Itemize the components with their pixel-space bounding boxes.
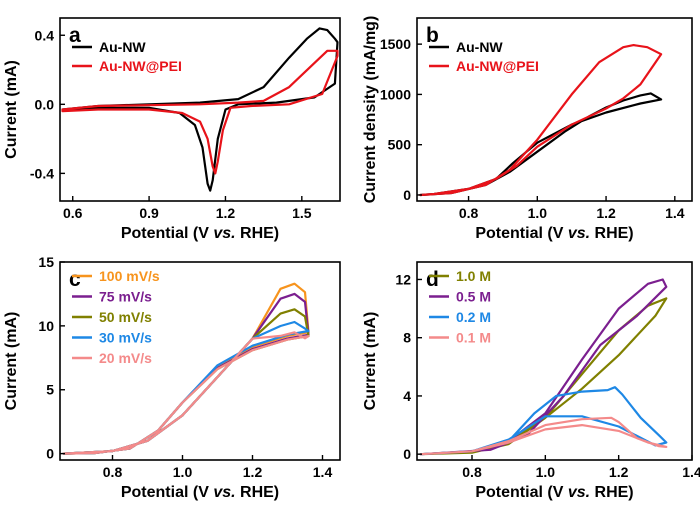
legend-entry: 30 mV/s [99, 330, 152, 346]
x-tick-label: 1.0 [528, 205, 548, 221]
axes-frame-d [416, 261, 693, 461]
panel-label: b [426, 24, 439, 47]
legend-b: Au-NW Au-NW@PEI [429, 39, 539, 74]
series-line-0-5-m [419, 278, 668, 456]
x-tick-label: 0.8 [459, 205, 479, 221]
legend-entry: 75 mV/s [99, 289, 152, 305]
x-tick-label: 1.2 [243, 464, 263, 480]
x-axis-label: Potential (V vs. RHE) [121, 225, 279, 242]
legend-entry: Au-NW@PEI [456, 58, 539, 74]
legend-c: 100 mV/s 75 mV/s 50 mV/s 30 mV/s 20 mV/s [72, 268, 160, 366]
y-tick-label: 10 [38, 318, 54, 334]
series-line-20-mv-s [62, 331, 310, 455]
y-tick-label: 15 [38, 254, 54, 270]
y-tick-label: 8 [403, 330, 411, 346]
x-axis-label: Potential (V vs. RHE) [121, 484, 279, 501]
panel-c: 0.8 1.0 1.2 1.4 0 5 10 15 Potential (V vs. RHE) C… [3, 254, 341, 501]
legend-entry: 0.5 M [456, 289, 491, 305]
legend-a: Au-NW Au-NW@PEI [72, 39, 182, 74]
series-line-0-2-m [419, 386, 668, 456]
y-tick-label: 0.4 [35, 27, 55, 43]
x-tick-label: 0.6 [63, 205, 83, 221]
legend-d: 1.0 M 0.5 M 0.2 M 0.1 M [429, 268, 491, 346]
legend-entry: Au-NW@PEI [99, 58, 182, 74]
y-tick-label: 0.0 [35, 96, 55, 112]
x-axis-label: Potential (V vs. RHE) [475, 484, 633, 501]
y-axis-label: Current (mA) [3, 60, 20, 159]
axes-frame-b [416, 17, 693, 202]
y-tick-label: 4 [403, 388, 411, 404]
panel-b: 0.8 1.0 1.2 1.4 0 500 1000 1500 Potential (V vs.… [362, 16, 693, 242]
y-tick-label: 0 [46, 446, 54, 462]
panel-label: d [426, 268, 439, 291]
legend-entry: 20 mV/s [99, 350, 152, 366]
y-axis-label: Current (mA) [3, 312, 20, 411]
x-tick-label: 0.8 [103, 464, 123, 480]
x-tick-label: 1.2 [609, 464, 629, 480]
legend-entry: Au-NW [456, 39, 503, 55]
y-axis-label: Current density (mA/mg) [362, 16, 379, 204]
series-line-0-1-m [419, 416, 668, 456]
y-tick-label: 12 [395, 271, 411, 287]
x-tick-label: 0.9 [139, 205, 159, 221]
x-tick-label: 1.4 [665, 205, 685, 221]
y-tick-label: 500 [388, 137, 412, 153]
x-tick-label: 1.4 [313, 464, 333, 480]
x-tick-label: 1.2 [216, 205, 236, 221]
x-tick-label: 1.0 [536, 464, 556, 480]
series-line-au-nw-pei [419, 44, 663, 197]
axes-frame-c [59, 261, 341, 461]
y-tick-label: 0 [403, 446, 411, 462]
x-tick-label: 1.2 [596, 205, 616, 221]
y-tick-label: 1500 [380, 36, 411, 52]
panel-d: 0.8 1.0 1.2 1.4 0 4 8 12 Potential (V vs. RHE) Cu… [362, 261, 700, 501]
curves-b [419, 44, 663, 197]
legend-entry: 100 mV/s [99, 268, 160, 284]
legend-entry: 50 mV/s [99, 309, 152, 325]
legend-entry: 0.2 M [456, 309, 491, 325]
x-axis-label: Potential (V vs. RHE) [475, 225, 633, 242]
x-tick-label: 1.5 [292, 205, 312, 221]
panel-label: a [69, 24, 81, 47]
y-tick-label: 0 [403, 187, 411, 203]
y-axis-label: Current (mA) [362, 312, 379, 411]
panel-label: c [69, 268, 81, 291]
y-tick-label: -0.4 [30, 165, 54, 181]
curves-c [62, 282, 310, 455]
x-tick-label: 1.4 [682, 464, 700, 480]
x-tick-label: 0.8 [462, 464, 482, 480]
y-tick-label: 1000 [380, 86, 411, 102]
legend-entry: 1.0 M [456, 268, 491, 284]
y-tick-label: 5 [46, 382, 54, 398]
axes-frame-a [59, 17, 341, 202]
legend-entry: Au-NW [99, 39, 146, 55]
curves-d [419, 278, 668, 456]
curves-a [61, 27, 339, 192]
x-tick-label: 1.0 [173, 464, 193, 480]
panel-a: 0.6 0.9 1.2 1.5 0.4 0.0 -0.4 Potential (V vs. R… [3, 17, 341, 242]
legend-entry: 0.1 M [456, 330, 491, 346]
series-line-au-nw-pei [61, 49, 339, 175]
